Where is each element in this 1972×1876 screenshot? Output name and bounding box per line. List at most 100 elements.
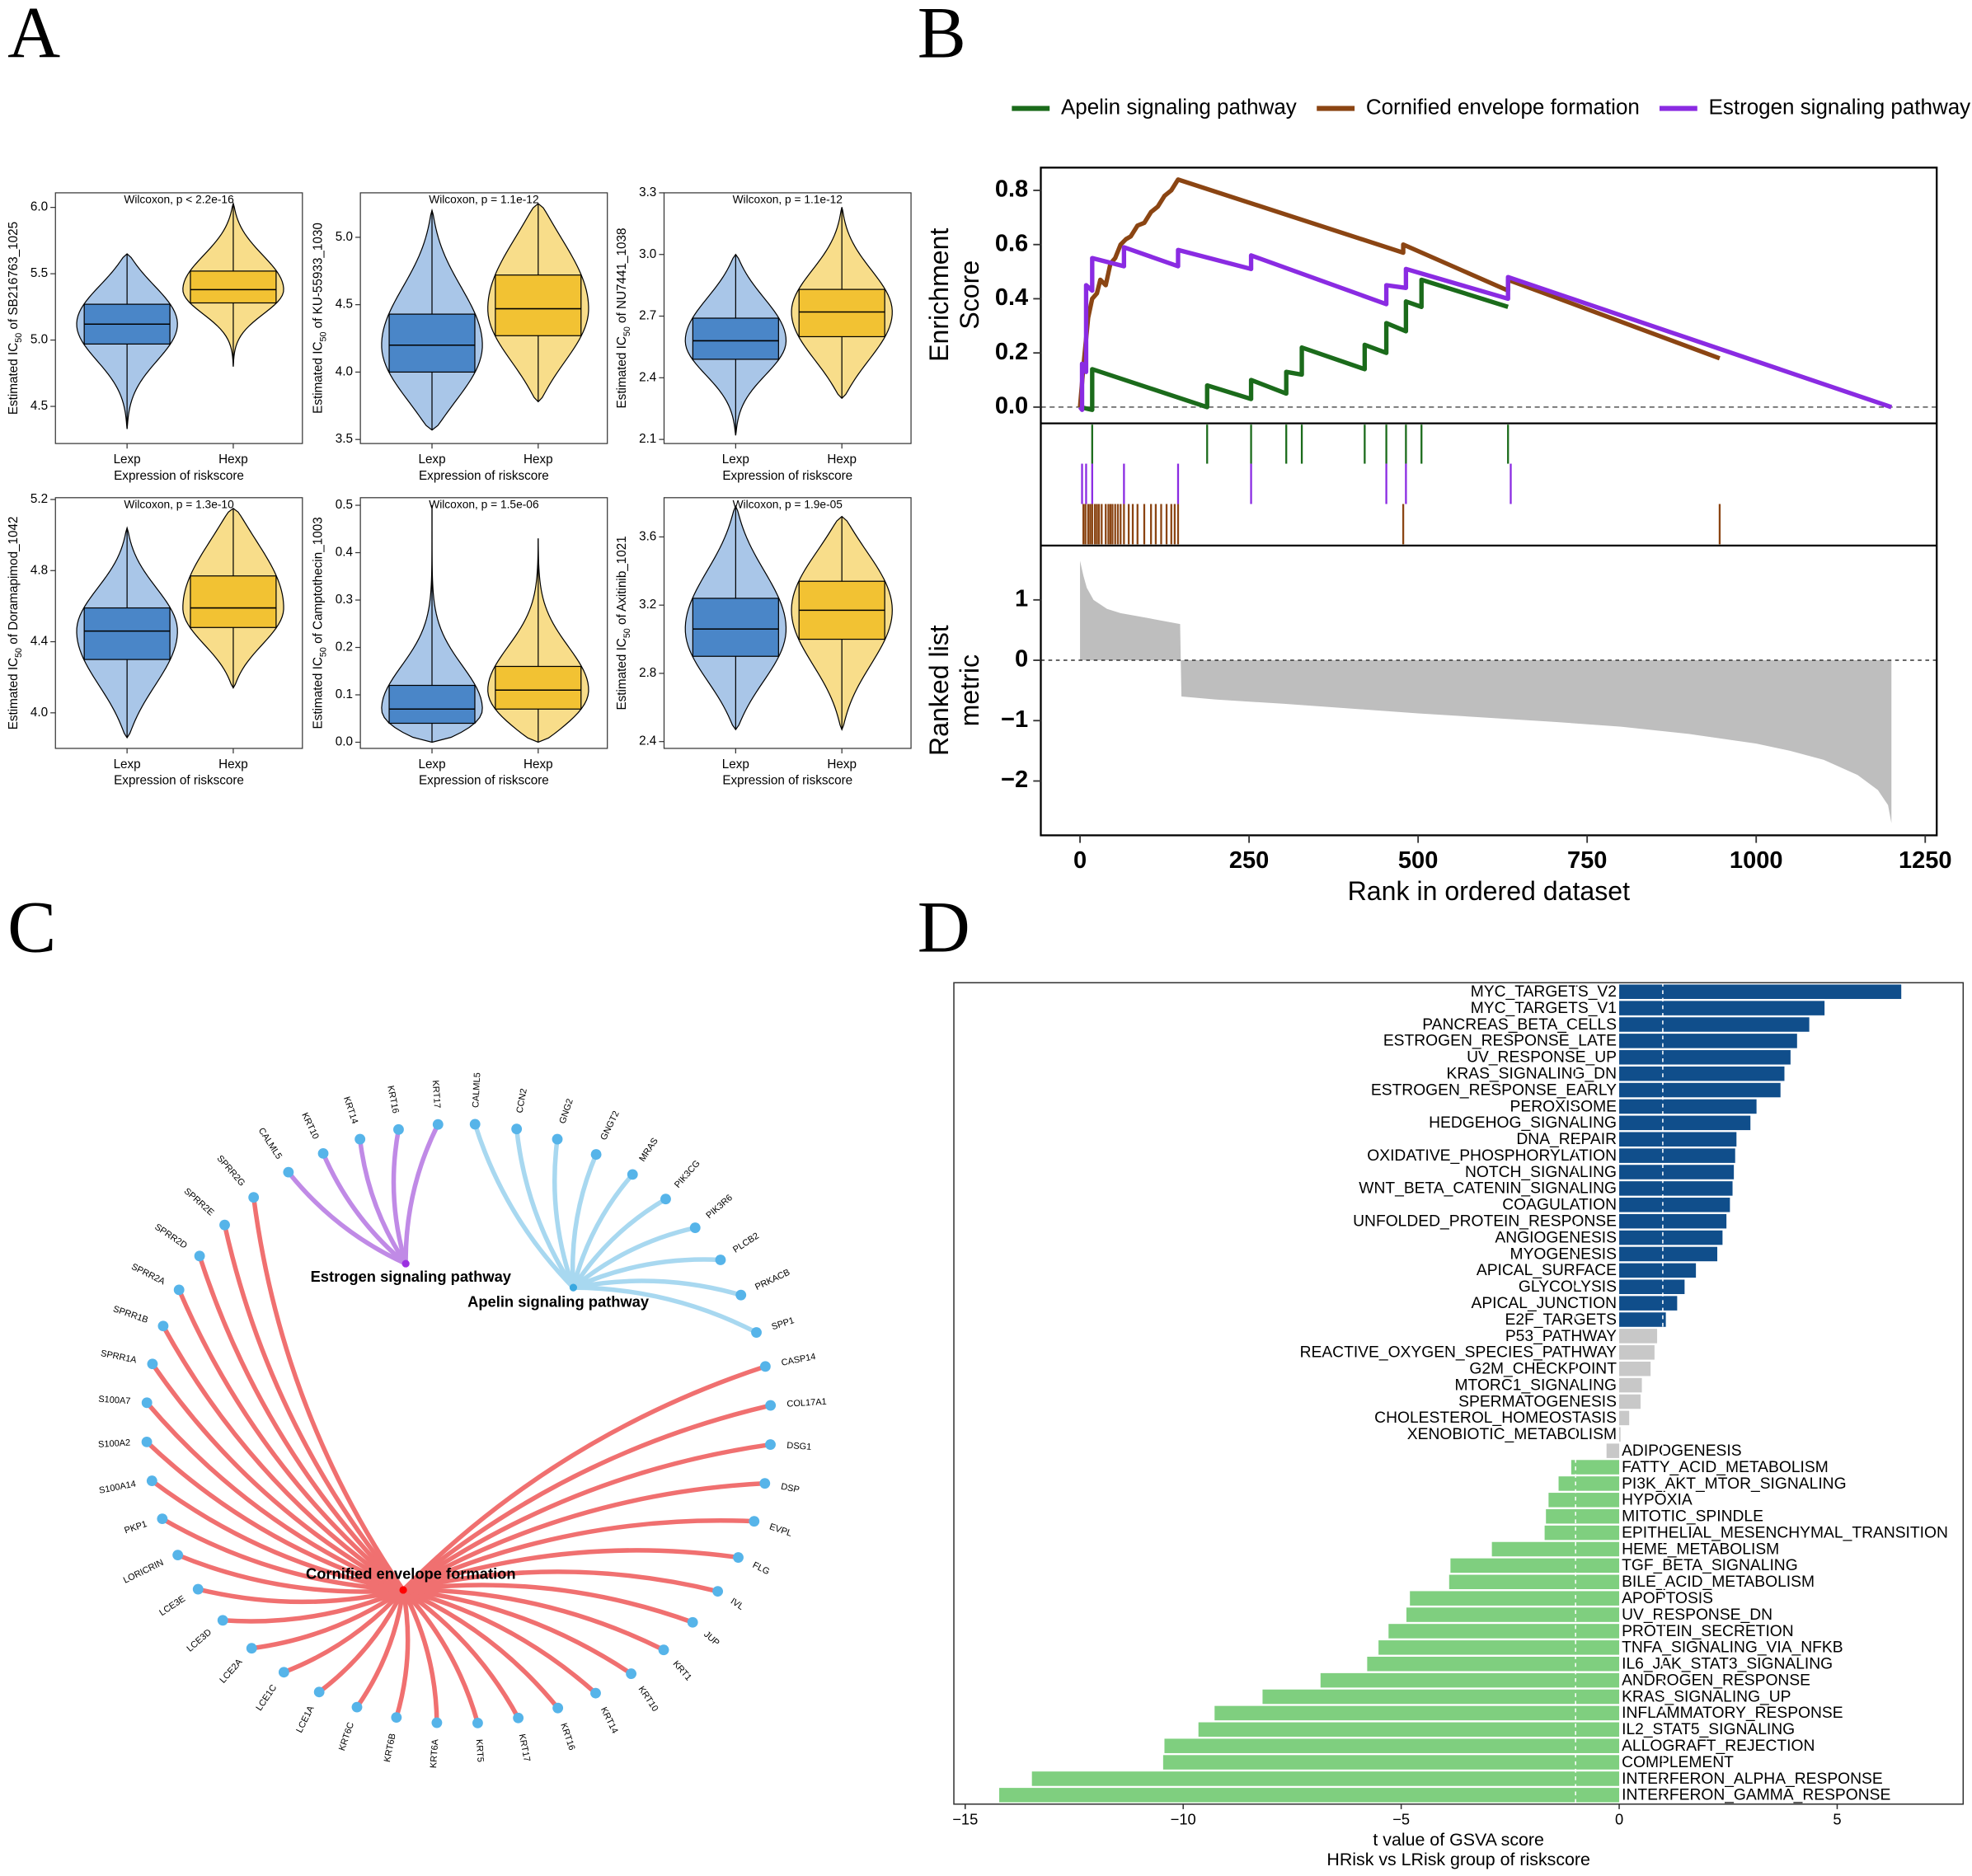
gene-node [658,1644,669,1656]
y-tick-label: 4.5 [336,298,353,312]
box [692,317,779,360]
bar-label: MITOTIC_SPINDLE [1622,1508,1763,1526]
y-axis-label: Estimated IC50 of Doramapimod_1042 [7,516,24,729]
x-tick-label: 750 [1567,847,1607,874]
y-axis-label: Estimated IC50 of NU7441_1038 [615,228,632,409]
y-tick-label: 0.5 [336,498,353,512]
bar-label: UV_RESPONSE_DN [1622,1606,1772,1624]
gene-node [715,1255,726,1265]
x-tick-label: Hexp [524,757,553,772]
y-tick-label: 2.8 [639,666,656,680]
y-tick-label: 1 [1015,585,1028,612]
y-tick-label: 5.5 [31,266,48,280]
y-tick-label: 0.0 [336,735,353,749]
edge [161,1324,406,1592]
edge [354,1588,406,1710]
y-axis-label: Enrichment [924,228,954,362]
gene-node [194,1250,205,1262]
bar [1619,1198,1730,1212]
x-tick-label: −5 [1392,1811,1410,1828]
y-tick-label: 2.1 [639,432,656,446]
bar-label: APICAL_SURFACE [1477,1262,1617,1279]
panel-label: C [7,888,56,968]
x-tick-label: 1250 [1899,847,1952,874]
x-tick-label: Lexp [114,757,141,772]
y-tick-label: 3.5 [336,432,353,446]
legend-label: Cornified envelope formation [1366,94,1640,119]
bar-label: MYC_TARGETS_V2 [1471,983,1617,1001]
edge [552,1137,576,1290]
bar-label: ANDROGEN_RESPONSE [1622,1672,1810,1689]
gene-node [283,1166,294,1178]
y-tick-label: 5.2 [31,492,48,506]
bar [1619,1132,1737,1147]
bar [1491,1541,1620,1557]
edge [401,1364,768,1592]
gene-node [552,1133,563,1145]
x-tick-label: Hexp [218,757,248,772]
bar [1571,1460,1620,1475]
x-axis-label: Expression of riskscore [114,774,244,788]
bar [1619,1312,1666,1327]
y-tick-label: 0.3 [336,593,353,607]
gene-node [759,1361,771,1372]
bar-label: ESTROGEN_RESPONSE_EARLY [1371,1081,1617,1099]
y-tick-label: 0.4 [995,284,1028,311]
y-tick-label: 4.0 [336,364,353,378]
gene-node [627,1169,638,1180]
y-tick-label: 5.0 [336,230,353,244]
edge [144,1400,406,1592]
gene-node [354,1133,366,1145]
y-tick-label: 0.4 [336,546,354,560]
y-tick-label: −1 [1001,706,1028,733]
gene-node [432,1119,444,1130]
bar-label: UV_RESPONSE_UP [1467,1049,1617,1067]
y-axis-label-sub: 50 [14,333,24,343]
y-tick-label: 3.2 [639,598,656,612]
gene-node [590,1687,601,1699]
gene-node [735,1289,747,1301]
x-axis-label: Expression of riskscore [114,469,244,483]
x-tick-label: 0 [1615,1811,1623,1828]
x-tick-label: Lexp [114,453,141,467]
bar-label: REACTIVE_OXYGEN_SPECIES_PATHWAY [1300,1344,1618,1362]
plot-frame [359,192,608,444]
gene-node [219,1219,230,1231]
y-tick-label: 0.8 [995,176,1028,203]
gene-node [172,1550,184,1561]
y-axis-label-part: of Doramapimod_1042 [7,516,21,648]
gene-node [431,1717,443,1728]
bar [1619,1394,1641,1409]
box [83,607,171,660]
y-tick-label: 0.1 [336,687,353,701]
edge [357,1137,408,1266]
gene-node [590,1149,602,1161]
gene-node [157,1320,169,1332]
y-axis-label: Ranked list [924,625,954,756]
bar-label: APICAL_JUNCTION [1471,1295,1617,1312]
gene-node [147,1358,158,1370]
edge [281,1588,406,1675]
edge [403,1122,441,1266]
y-tick-label: 0.6 [995,230,1028,256]
x-axis-label: Expression of riskscore [419,469,549,483]
plot-frame [54,497,303,749]
gene-node [217,1615,228,1626]
gene-label: DSP [780,1482,801,1495]
bar [1619,1017,1810,1032]
bar-label: ESTROGEN_RESPONSE_LATE [1383,1033,1617,1050]
y-tick-label: 4.0 [31,706,48,720]
gene-node [626,1668,637,1680]
gene-node [733,1552,744,1563]
panel-label: A [7,0,60,73]
gene-label: DSG1 [786,1441,812,1452]
bar [1619,1427,1621,1442]
edge [176,1287,406,1592]
bar-label: PROTEIN_SECRETION [1622,1623,1794,1640]
edge [220,1588,406,1624]
bar-label: TGF_BETA_SIGNALING [1622,1557,1798,1574]
plot-title: Wilcoxon, p = 1.1e-12 [429,194,538,206]
enrichment-line [1078,177,1721,408]
gene-label: COL17A1 [786,1397,827,1409]
